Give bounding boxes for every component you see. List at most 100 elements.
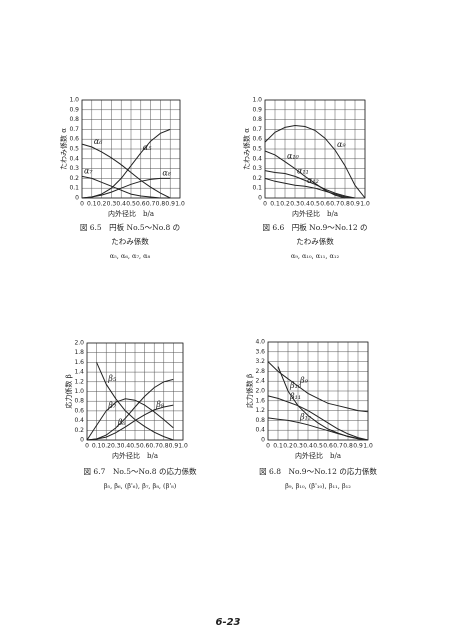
caption: α₅, α₆, α₇, α₈ <box>110 252 151 260</box>
y-tick-label: 1.0 <box>252 97 262 104</box>
x-tick-label: 0.4 <box>303 443 313 450</box>
caption: 図 6.6 円板 No.9～No.12 の <box>262 222 367 232</box>
y-tick-label: 2.4 <box>255 378 265 385</box>
curve <box>264 170 356 199</box>
x-axis-label: 内外径比 b/a <box>292 209 338 218</box>
y-tick-label: 0.2 <box>69 175 79 182</box>
x-tick-label: 0.2 <box>101 443 111 450</box>
y-tick-label: 0.6 <box>252 136 262 143</box>
curve-label: β₁₁ <box>289 392 301 401</box>
curve <box>267 361 369 413</box>
y-tick-label: 3.6 <box>255 348 265 355</box>
x-tick-label: 0.9 <box>169 443 179 450</box>
curve-label: β₉ <box>299 376 309 385</box>
x-tick-label: 0.4 <box>121 443 131 450</box>
x-tick-label: 0.1 <box>273 443 283 450</box>
y-tick-label: 4.0 <box>255 339 265 346</box>
x-tick-label: 0 <box>266 443 270 450</box>
curve <box>81 177 171 199</box>
y-tick-label: 0.6 <box>74 407 84 414</box>
y-tick-label: 2.8 <box>255 368 265 375</box>
x-tick-label: 0.1 <box>92 443 102 450</box>
curve <box>267 417 369 441</box>
x-tick-label: 0.3 <box>111 443 121 450</box>
x-tick-label: 0.4 <box>116 201 126 208</box>
y-tick-label: 1.6 <box>255 397 265 404</box>
caption: β₅, β₆, (β'₆), β₇, β₈, (β'₈) <box>104 482 177 490</box>
plot-frame <box>86 342 184 441</box>
curve <box>81 143 171 199</box>
x-tick-label: 0.8 <box>343 443 353 450</box>
caption: たわみ係数 <box>296 236 334 246</box>
x-tick-label: 0.5 <box>310 201 320 208</box>
plot-frame <box>81 99 181 199</box>
curve <box>86 378 174 441</box>
x-axis-label: 内外径比 b/a <box>295 451 341 460</box>
y-axis-label: たわみ係数 α <box>242 128 251 170</box>
x-tick-label: 1.0 <box>175 201 185 208</box>
y-tick-label: 1.2 <box>255 407 265 414</box>
curve-label: β₅ <box>107 374 117 383</box>
x-tick-label: 0.8 <box>156 201 166 208</box>
y-tick-label: 0.1 <box>69 185 79 192</box>
y-tick-label: 0.4 <box>74 417 84 424</box>
y-tick-label: 0.7 <box>252 126 262 133</box>
y-tick-label: 0.3 <box>69 165 79 172</box>
curve <box>86 404 174 441</box>
x-tick-label: 0 <box>85 443 89 450</box>
x-tick-label: 0.7 <box>330 201 340 208</box>
y-tick-label: 0.8 <box>69 116 79 123</box>
curve-label: α₅ <box>143 143 152 152</box>
caption: β₉, β₁₀, (β'₁₀), β₁₁, β₁₂ <box>285 482 351 490</box>
y-axis-label: たわみ係数 α <box>59 128 68 170</box>
y-tick-label: 0.6 <box>69 136 79 143</box>
x-tick-label: 0.4 <box>300 201 310 208</box>
y-tick-label: 1.0 <box>74 388 84 395</box>
y-tick-label: 0.4 <box>252 155 262 162</box>
x-tick-label: 0.3 <box>107 201 117 208</box>
caption: 図 6.5 円板 No.5～No.8 の <box>80 222 180 232</box>
x-tick-label: 0.7 <box>333 443 343 450</box>
x-tick-label: 0.6 <box>136 201 146 208</box>
curve-label: β₁₂ <box>299 412 311 421</box>
y-tick-label: 0.5 <box>252 146 262 153</box>
y-tick-label: 0.1 <box>252 185 262 192</box>
y-tick-label: 0.8 <box>252 116 262 123</box>
y-tick-label: 2.0 <box>74 340 84 347</box>
x-tick-label: 1.0 <box>360 201 370 208</box>
x-tick-label: 0.7 <box>146 201 156 208</box>
x-tick-label: 0.6 <box>140 443 150 450</box>
curve-label: α₁₂ <box>307 176 319 185</box>
x-tick-label: 0.2 <box>97 201 107 208</box>
x-tick-label: 0 <box>80 201 84 208</box>
caption: たわみ係数 <box>111 236 149 246</box>
y-axis-label: 応力係数 β <box>245 374 254 408</box>
curve-label: α₇ <box>84 166 93 175</box>
x-axis-label: 内外径比 b/a <box>112 451 158 460</box>
caption: α₉, α₁₀, α₁₁, α₁₂ <box>291 252 340 260</box>
x-tick-label: 1.0 <box>178 443 188 450</box>
curve-label: β₈ <box>155 400 165 409</box>
x-tick-label: 0.7 <box>149 443 159 450</box>
plot-frame <box>264 99 366 199</box>
y-tick-label: 0.4 <box>255 427 265 434</box>
x-axis-label: 内外径比 b/a <box>108 209 154 218</box>
x-tick-label: 0.6 <box>323 443 333 450</box>
curve-label: α₁₀ <box>287 152 300 161</box>
curve-label: α₆ <box>94 137 103 146</box>
y-tick-label: 0 <box>80 437 84 444</box>
x-tick-label: 0.5 <box>126 201 136 208</box>
y-tick-label: 0.3 <box>252 165 262 172</box>
y-tick-label: 0.8 <box>255 417 265 424</box>
curve-label: α₉ <box>337 140 346 149</box>
caption: 図 6.7 No.5～No.8 の応力係数 <box>84 466 197 476</box>
y-tick-label: 0.5 <box>69 146 79 153</box>
x-tick-label: 0.9 <box>353 443 363 450</box>
x-tick-label: 0.2 <box>280 201 290 208</box>
x-tick-label: 0.5 <box>313 443 323 450</box>
plot-frame <box>267 341 369 441</box>
x-tick-label: 0.9 <box>165 201 175 208</box>
caption: 図 6.8 No.9～No.12 の応力係数 <box>259 466 377 476</box>
y-axis-label: 応力係数 β <box>64 374 73 408</box>
y-tick-label: 1.0 <box>69 97 79 104</box>
